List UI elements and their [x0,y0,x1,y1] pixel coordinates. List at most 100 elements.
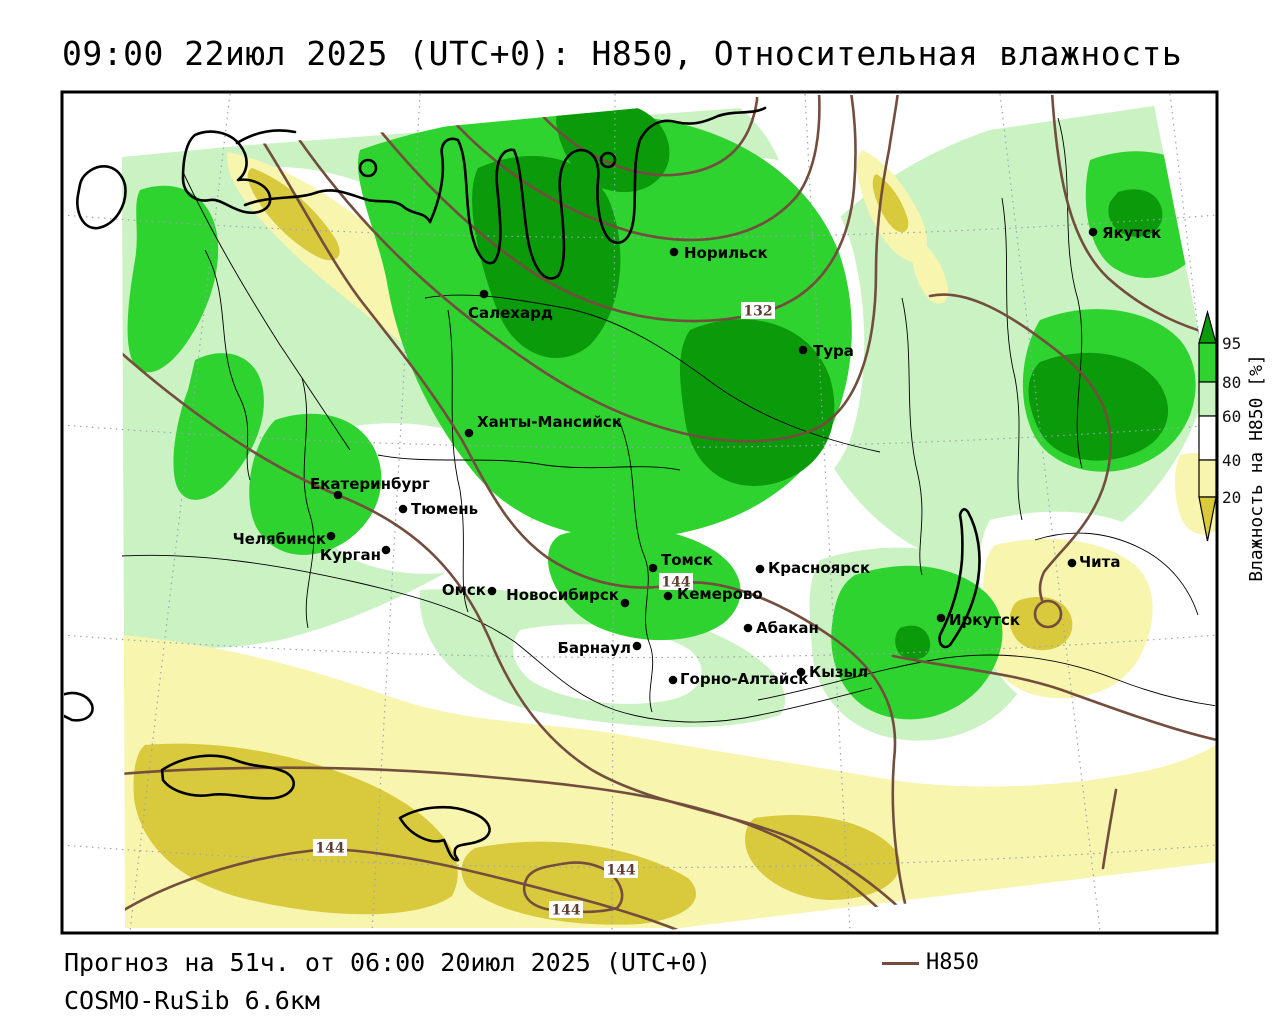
city-dot [755,564,765,574]
city-dot [326,531,336,541]
contour-value-label: 144 [549,901,583,919]
novaya-zemlya [235,129,297,145]
city-dot [796,667,806,677]
city-label: Тура [813,342,854,360]
city-dot [743,623,753,633]
city-label: Норильск [684,244,768,262]
city-marker: Томск [648,551,713,573]
city-label: Омск [442,581,486,599]
city-layer: Норильск Якутск Салехард Тура Ханты-Мансийск… [233,224,1162,688]
city-dot [663,591,673,601]
city-dot [333,490,343,500]
city-dot [668,675,678,685]
city-label: Барнаул [557,639,631,657]
city-marker: Чита [1067,553,1120,571]
contour-value-label: 144 [313,839,347,857]
city-label: Якутск [1102,224,1161,242]
svg-text:132: 132 [743,304,772,320]
city-label: Красноярск [768,559,870,577]
svg-text:144: 144 [315,841,344,857]
lake-balkhash [160,754,295,800]
city-dot [798,345,808,355]
city-dot [479,289,489,299]
admin-boundaries [121,117,1215,723]
page-title: 09:00 22июл 2025 (UTC+0): H850, Относите… [62,34,1183,73]
city-dot [1067,558,1077,568]
city-label: Абакан [756,619,819,637]
caspian-corner [64,691,94,722]
svg-text:144: 144 [606,863,635,879]
humidity-field [122,100,1217,928]
city-marker: Красноярск [755,559,870,577]
city-dot [936,613,946,623]
city-marker: Курган [320,545,391,564]
island-ring-2 [599,151,617,169]
contour-labels: 132 144 144 144 144 [313,302,775,919]
city-marker: Тура [798,342,854,360]
colorbar-tick: 80 [1222,373,1241,392]
svg-text:144: 144 [661,575,690,591]
island-ring-1 [358,158,378,178]
city-label: Ханты-Мансийск [477,413,622,431]
model-caption: COSMO-RuSib 6.6км [64,986,320,1015]
city-marker: Тюмень [398,500,478,518]
city-marker: Норильск [669,244,768,262]
city-label: Курган [320,546,381,564]
city-dot [648,563,658,573]
kola-blob [76,165,127,230]
city-label: Кызыл [809,663,868,681]
city-marker: Абакан [743,619,819,637]
city-label: Салехард [468,304,553,322]
city-dot [398,504,408,514]
city-label: Екатеринбург [310,475,430,493]
city-dot [669,247,679,257]
city-marker: Ханты-Мансийск [464,413,622,438]
city-marker: Новосибирск [506,586,630,608]
city-dot [632,641,642,651]
city-marker: Салехард [468,289,553,322]
city-marker: Кемерово [663,585,763,603]
city-marker: Омск [442,581,497,599]
svg-text:144: 144 [551,903,580,919]
city-dot [620,598,630,608]
city-label: Чита [1079,553,1120,571]
coastlines [64,106,981,862]
city-label: Челябинск [233,530,326,548]
map-frame [60,90,1219,935]
city-marker: Кызыл [796,663,868,681]
city-label: Тюмень [411,500,478,518]
colorbar-tick: 60 [1222,407,1241,426]
city-marker: Горно-Алтайск [668,670,809,688]
lake-baikal [938,508,981,649]
forecast-caption: Прогноз на 51ч. от 06:00 20июл 2025 (UTC… [64,948,712,977]
contour-value-label: 144 [659,573,693,591]
contour-value-label: 144 [604,861,638,879]
white-sea-coast [181,130,272,214]
barents-coast [243,189,432,224]
ob-taz-estuaries [428,106,767,280]
city-label: Иркутск [949,611,1020,629]
city-marker: Якутск [1088,224,1161,242]
lake-issyk [398,805,491,862]
colorbar-title: Влажность на H850 [%] [1246,354,1267,582]
city-dot [487,586,497,596]
colorbar-tick: 95 [1222,334,1241,353]
h850-legend-label: H850 [926,950,979,975]
contour-value-label: 132 [741,302,775,320]
city-dot [1088,227,1098,237]
colorbar-tick: 40 [1222,451,1241,470]
city-dot [381,545,391,555]
city-marker: Иркутск [936,611,1020,629]
city-label: Горно-Алтайск [680,670,809,688]
city-label: Томск [661,551,713,569]
city-label: Кемерово [677,585,763,603]
city-marker: Екатеринбург [310,475,430,500]
humidity-colorbar: 95 80 60 40 20 [1198,309,1241,542]
city-label: Новосибирск [506,586,619,604]
city-dot [464,428,474,438]
city-marker: Барнаул [557,639,642,657]
city-marker: Челябинск [233,530,336,548]
h850-legend-line [882,962,919,965]
